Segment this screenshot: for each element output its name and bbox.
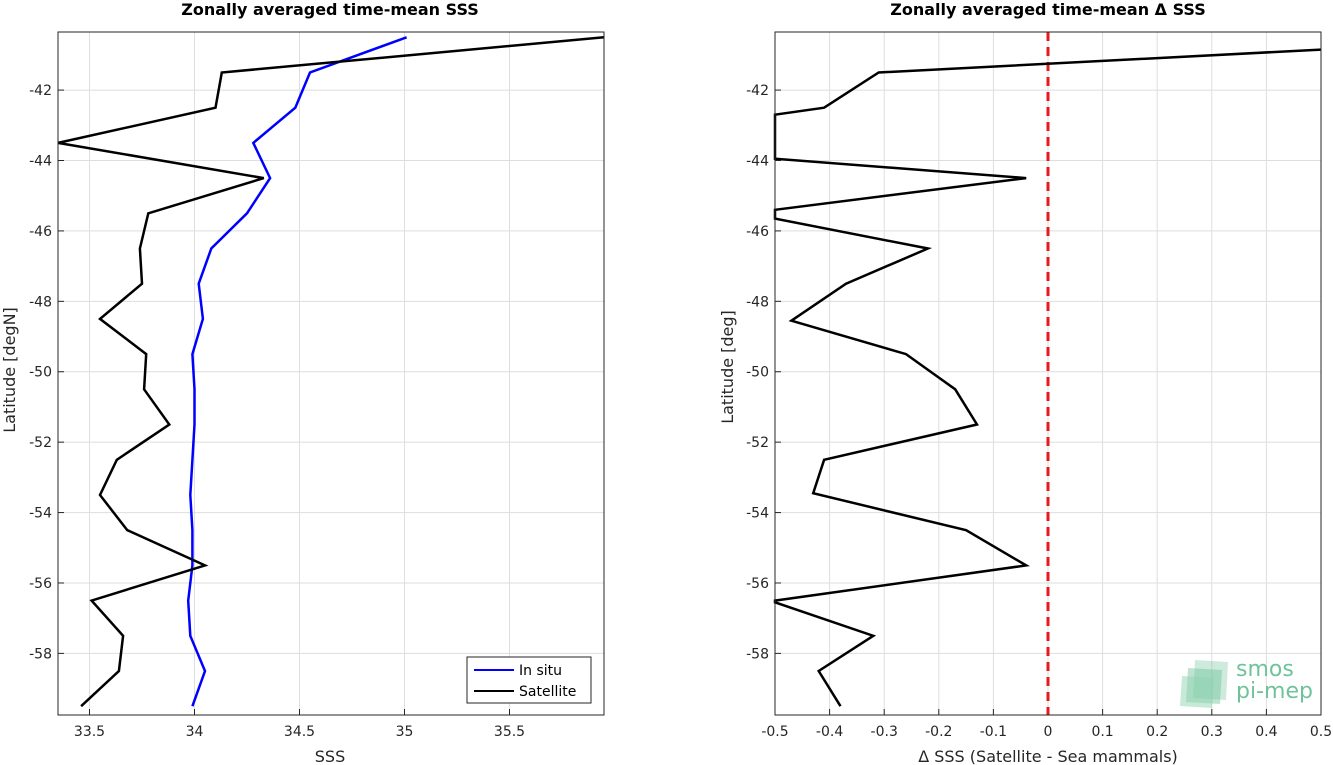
series-line-satellite (57, 36, 605, 708)
y-tick-labels: -58 -56 -54 -52 -50 -48 -46 -44 -42 (29, 83, 52, 662)
grid (58, 32, 604, 715)
y-axis-label: Latitude [degN] (0, 307, 19, 433)
logo-text-pi-mep: pi-mep (1236, 679, 1313, 704)
y-tick-labels: -58 -56 -54 -52 -50 -48 -46 -44 -42 (746, 83, 769, 662)
y-tick-label: -42 (29, 83, 52, 99)
x-tick-label: -0.1 (980, 724, 1007, 740)
legend: In situ Satellite (466, 656, 592, 704)
x-tick-label: 0.5 (1310, 724, 1332, 740)
y-tick-label: -44 (746, 154, 769, 170)
y-tick-label: -56 (746, 576, 769, 592)
series-line-in-situ (186, 36, 408, 707)
plot-area (57, 31, 605, 716)
x-tick-label: 0.4 (1255, 724, 1277, 740)
x-tick-label: -0.3 (871, 724, 898, 740)
grid (774, 32, 1322, 715)
legend-label-satellite: Satellite (519, 684, 576, 700)
y-tick-label: -58 (29, 646, 52, 662)
y-tick-label: -42 (746, 83, 769, 99)
x-tick-label: 35.5 (494, 724, 525, 740)
y-tick-label: -48 (29, 294, 52, 310)
y-tick-label: -56 (29, 576, 52, 592)
y-tick-label: -50 (29, 365, 52, 381)
y-tick-label: -58 (746, 646, 769, 662)
delta-sss-panel: Zonally averaged time-mean Δ SSS -0.5 -0.… (718, 0, 1332, 765)
y-axis-label: Latitude [deg] (718, 310, 737, 424)
y-tick-label: -44 (29, 154, 52, 170)
x-tick-label: 0.1 (1091, 724, 1113, 740)
x-axis-label: SSS (315, 747, 345, 765)
x-tick-label: 33.5 (74, 724, 105, 740)
x-tick-label: 35 (396, 724, 414, 740)
smos-pi-mep-logo: smos pi-mep (1180, 657, 1313, 708)
x-tick-label: 34 (186, 724, 204, 740)
chart-title: Zonally averaged time-mean SSS (181, 0, 479, 19)
legend-box (466, 656, 592, 704)
legend-label-in-situ: In situ (519, 663, 562, 679)
y-tick-label: -52 (29, 435, 52, 451)
x-tick-labels: -0.5 -0.4 -0.3 -0.2 -0.1 0 0.1 0.2 0.3 0.4 0.5 (761, 724, 1332, 740)
x-tick-label: 0 (1044, 724, 1053, 740)
x-tick-label: 0.2 (1146, 724, 1168, 740)
x-tick-label: 0.3 (1201, 724, 1223, 740)
sss-panel: Zonally averaged time-mean SSS 33.5 34 34.… (0, 0, 605, 765)
logo-graphic-icon (1180, 660, 1228, 708)
y-tick-label: -52 (746, 435, 769, 451)
y-tick-label: -50 (746, 365, 769, 381)
y-tick-label: -54 (746, 506, 769, 522)
x-tick-label: 34.5 (284, 724, 315, 740)
y-tick-label: -46 (29, 224, 52, 240)
x-tick-label: -0.2 (925, 724, 952, 740)
x-tick-labels: 33.5 34 34.5 35 35.5 (74, 724, 525, 740)
x-tick-label: -0.5 (761, 724, 788, 740)
y-tick-label: -46 (746, 224, 769, 240)
y-tick-label: -54 (29, 506, 52, 522)
plot-area (774, 31, 1322, 716)
x-tick-label: -0.4 (816, 724, 843, 740)
logo-text-smos: smos (1236, 657, 1294, 682)
series-group (57, 36, 605, 708)
y-tick-label: -48 (746, 294, 769, 310)
x-axis-label: Δ SSS (Satellite - Sea mammals) (918, 747, 1178, 765)
chart-title: Zonally averaged time-mean Δ SSS (890, 0, 1206, 19)
